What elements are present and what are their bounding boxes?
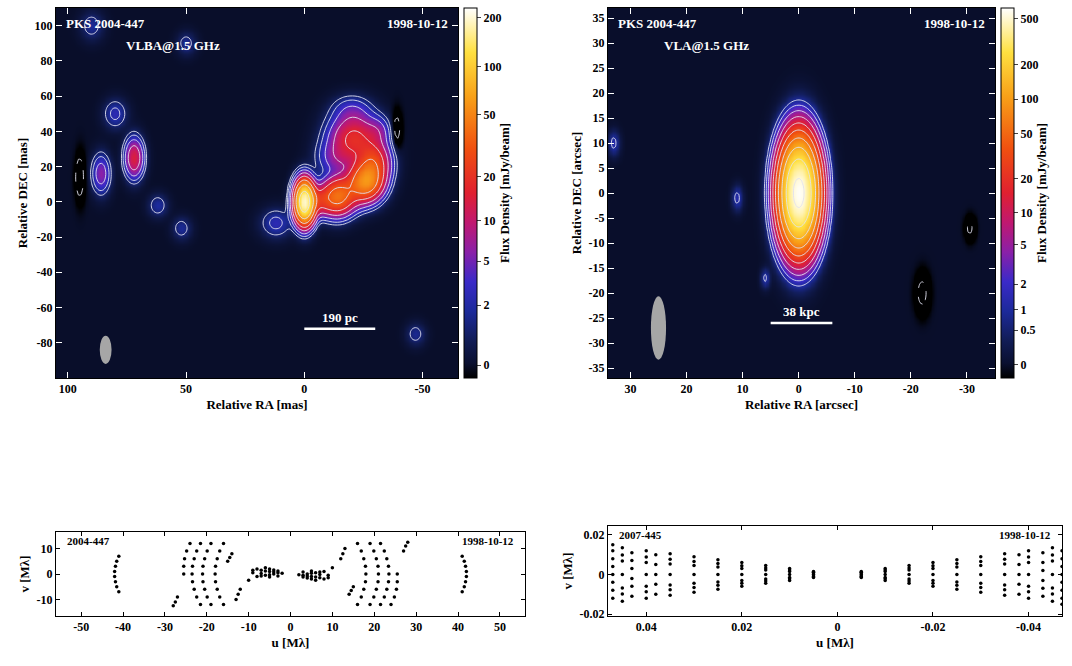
svg-text:30: 30 [410, 620, 422, 634]
svg-text:50: 50 [180, 382, 192, 396]
svg-text:v [Mλ]: v [Mλ] [17, 555, 32, 592]
svg-text:5: 5 [599, 161, 605, 175]
svg-text:-50: -50 [415, 382, 431, 396]
svg-text:Relative DEC [arcsec]: Relative DEC [arcsec] [569, 132, 584, 255]
svg-text:-20: -20 [199, 620, 215, 634]
svg-text:0.5: 0.5 [1020, 323, 1035, 337]
svg-text:-30: -30 [589, 336, 605, 350]
svg-text:-0.04: -0.04 [1016, 620, 1041, 634]
svg-text:0.04: 0.04 [636, 620, 657, 634]
svg-text:2: 2 [483, 298, 489, 312]
svg-text:Flux Density [mJy/beam]: Flux Density [mJy/beam] [497, 123, 512, 263]
svg-text:50: 50 [483, 108, 495, 122]
svg-text:-20: -20 [589, 286, 605, 300]
svg-text:-10: -10 [589, 236, 605, 250]
svg-text:0: 0 [47, 567, 53, 581]
svg-text:-35: -35 [589, 361, 605, 375]
svg-text:40: 40 [452, 620, 464, 634]
svg-text:20: 20 [1020, 172, 1032, 186]
svg-text:-40: -40 [115, 620, 131, 634]
svg-text:40: 40 [41, 125, 53, 139]
svg-text:-5: -5 [595, 211, 605, 225]
svg-text:50: 50 [1020, 127, 1032, 141]
svg-text:0: 0 [599, 568, 605, 582]
svg-text:0: 0 [47, 195, 53, 209]
svg-text:2007-445: 2007-445 [619, 529, 662, 541]
svg-text:0.02: 0.02 [584, 528, 605, 542]
svg-text:-60: -60 [37, 301, 53, 315]
svg-text:0: 0 [1020, 358, 1026, 372]
svg-text:Flux Density [mJy/beam]: Flux Density [mJy/beam] [1034, 123, 1049, 263]
svg-text:20: 20 [483, 170, 495, 184]
svg-text:Relative RA [mas]: Relative RA [mas] [206, 397, 307, 412]
svg-text:u [Mλ]: u [Mλ] [816, 635, 854, 650]
svg-text:-10: -10 [241, 620, 257, 634]
svg-text:0: 0 [483, 358, 489, 372]
svg-text:VLA@1.5 GHz: VLA@1.5 GHz [664, 38, 749, 53]
svg-text:10: 10 [326, 620, 338, 634]
svg-text:5: 5 [1020, 238, 1026, 252]
svg-text:10: 10 [593, 136, 605, 150]
svg-text:0: 0 [288, 620, 294, 634]
svg-text:20: 20 [368, 620, 380, 634]
svg-text:-15: -15 [589, 261, 605, 275]
svg-text:10: 10 [737, 382, 749, 396]
svg-text:10: 10 [41, 542, 53, 556]
svg-text:60: 60 [41, 89, 53, 103]
svg-text:-50: -50 [73, 620, 89, 634]
svg-text:PKS 2004-447: PKS 2004-447 [66, 16, 145, 31]
svg-text:200: 200 [1020, 58, 1038, 72]
svg-text:-25: -25 [589, 311, 605, 325]
svg-text:1998-10-12: 1998-10-12 [924, 16, 985, 31]
svg-text:1998-10-12: 1998-10-12 [462, 535, 514, 547]
svg-text:200: 200 [483, 11, 501, 25]
svg-text:10: 10 [1020, 206, 1032, 220]
svg-text:20: 20 [41, 160, 53, 174]
svg-text:1: 1 [1020, 303, 1026, 317]
svg-text:-30: -30 [959, 382, 975, 396]
svg-text:-20: -20 [37, 230, 53, 244]
svg-text:VLBA@1.5 GHz: VLBA@1.5 GHz [126, 38, 220, 53]
svg-text:100: 100 [483, 60, 501, 74]
svg-text:15: 15 [593, 111, 605, 125]
svg-text:100: 100 [35, 19, 53, 33]
svg-text:0: 0 [301, 382, 307, 396]
svg-text:35: 35 [593, 11, 605, 25]
svg-text:500: 500 [1020, 12, 1038, 26]
svg-text:5: 5 [483, 254, 489, 268]
svg-text:PKS 2004-447: PKS 2004-447 [618, 16, 697, 31]
svg-text:38 kpc: 38 kpc [783, 304, 820, 319]
svg-text:20: 20 [681, 382, 693, 396]
svg-text:-80: -80 [37, 336, 53, 350]
svg-text:-0.02: -0.02 [920, 620, 945, 634]
svg-text:0: 0 [599, 186, 605, 200]
svg-text:-0.02: -0.02 [580, 607, 605, 621]
svg-text:2004-447: 2004-447 [67, 535, 110, 547]
svg-text:-10: -10 [847, 382, 863, 396]
svg-text:v [Mλ]: v [Mλ] [560, 552, 575, 589]
svg-text:25: 25 [593, 61, 605, 75]
svg-text:Relative RA [arcsec]: Relative RA [arcsec] [745, 397, 858, 412]
svg-text:u [Mλ]: u [Mλ] [272, 635, 310, 650]
svg-text:2: 2 [1020, 277, 1026, 291]
svg-text:30: 30 [593, 36, 605, 50]
svg-text:-40: -40 [37, 265, 53, 279]
svg-text:1998-10-12: 1998-10-12 [999, 529, 1051, 541]
svg-text:30: 30 [624, 382, 636, 396]
svg-text:100: 100 [59, 382, 77, 396]
svg-text:-10: -10 [37, 593, 53, 607]
svg-text:0: 0 [796, 382, 802, 396]
svg-text:10: 10 [483, 214, 495, 228]
svg-text:20: 20 [593, 86, 605, 100]
svg-text:Relative DEC [mas]: Relative DEC [mas] [15, 138, 30, 248]
svg-text:190 pc: 190 pc [322, 310, 358, 325]
svg-text:1998-10-12: 1998-10-12 [387, 16, 448, 31]
svg-text:80: 80 [41, 54, 53, 68]
svg-text:100: 100 [1020, 92, 1038, 106]
svg-text:0: 0 [834, 620, 840, 634]
svg-text:-20: -20 [903, 382, 919, 396]
svg-text:0.02: 0.02 [731, 620, 752, 634]
svg-text:-30: -30 [157, 620, 173, 634]
svg-text:50: 50 [494, 620, 506, 634]
